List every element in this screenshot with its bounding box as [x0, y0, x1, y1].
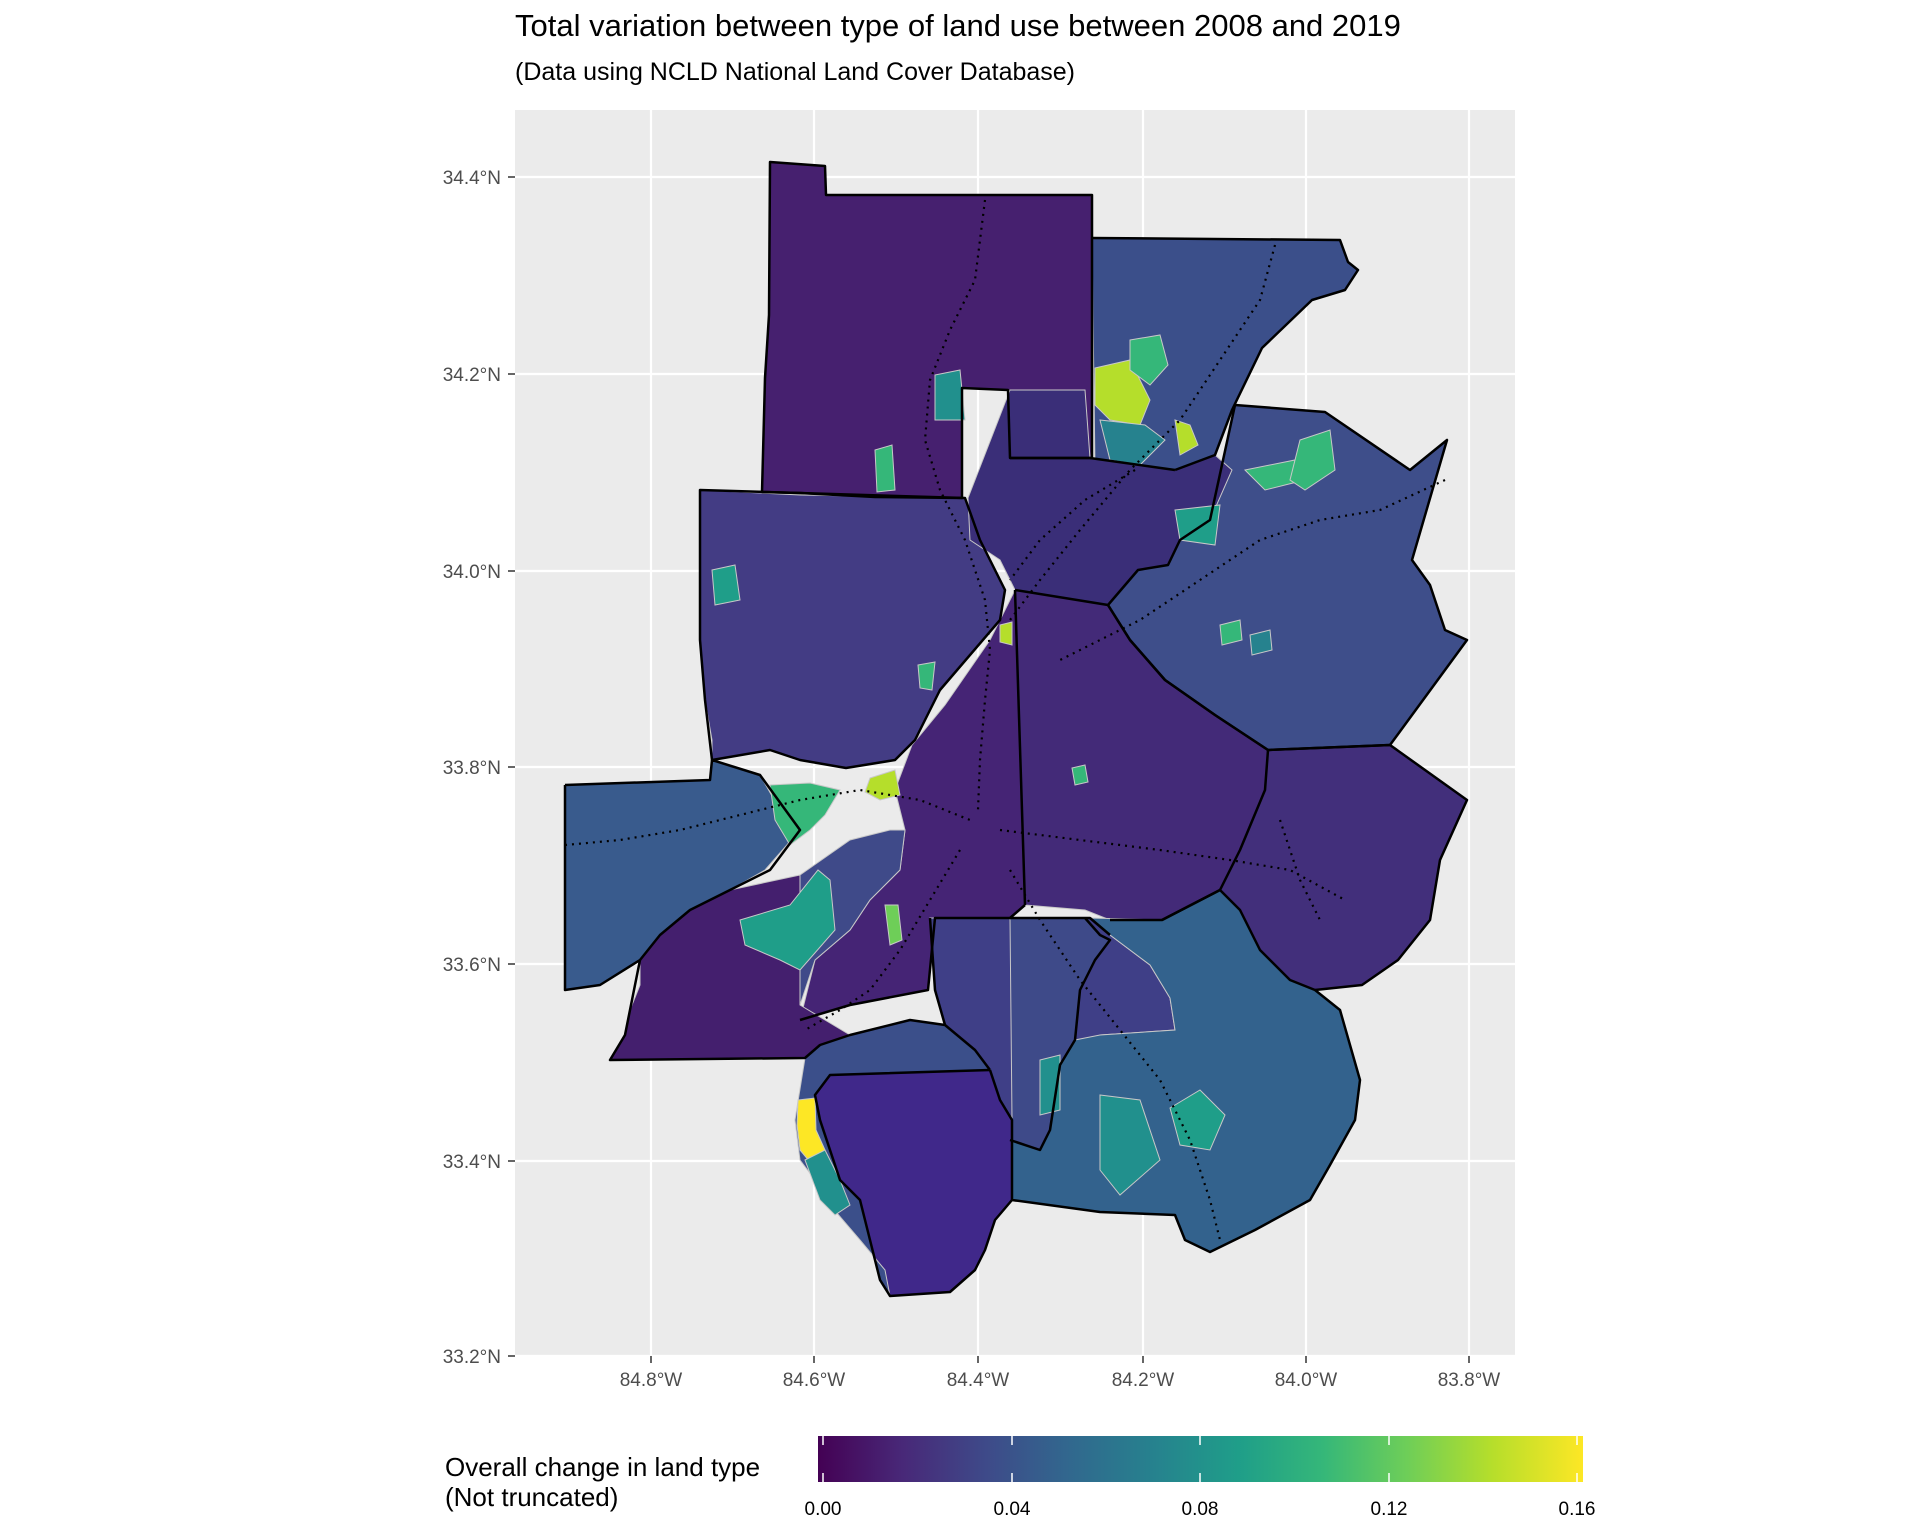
- tract-green-north-2: [1129, 334, 1169, 386]
- chart-title: Total variation between type of land use…: [515, 8, 1401, 43]
- legend-tick-label: 0.16: [1559, 1499, 1596, 1520]
- boundary-henry: [988, 888, 1362, 1254]
- tract-teal-southwest: [804, 1149, 851, 1216]
- lat-axis-labels: 33.2°N 33.4°N 33.6°N 33.8°N 34.0°N 34.2°…: [443, 168, 501, 1368]
- tract-teal-henry-2: [1099, 1094, 1161, 1196]
- tract-teal-cobb-west: [711, 564, 741, 606]
- legend-ticks: [822, 1436, 1578, 1482]
- legend-title-line1: Overall change in land type: [445, 1452, 760, 1482]
- tract-green-forsyth-east: [1289, 429, 1336, 491]
- boundary-douglas: [563, 758, 802, 992]
- highway-us78: [1059, 479, 1446, 661]
- highway-i20-east: [999, 828, 1346, 901]
- boundary-fayette: [928, 916, 1111, 1026]
- boundary-cobb: [698, 488, 1007, 770]
- legend-tick-label: 0.00: [805, 1499, 842, 1520]
- legend-tick-label: 0.08: [1182, 1499, 1219, 1520]
- highway-i75-north: [923, 199, 992, 811]
- highway-ga400: [1009, 469, 1136, 581]
- lon-label: 84.8°W: [620, 1370, 683, 1391]
- boundary-fulton-north: [1010, 456, 1176, 607]
- tract-lime-north: [1174, 419, 1199, 456]
- boundary-forsyth: [1091, 236, 1360, 472]
- tract-teal-cherokee-2: [874, 444, 896, 493]
- tract-teal-north: [1099, 419, 1166, 466]
- lat-label: 33.4°N: [443, 1152, 501, 1173]
- highway-i85-south: [804, 849, 961, 1031]
- lat-label: 34.2°N: [443, 365, 501, 386]
- legend-title-line2: (Not truncated): [445, 1482, 618, 1512]
- lon-label: 83.8°W: [1438, 1370, 1501, 1391]
- boundary-fulton-sw: [608, 959, 991, 1071]
- tract-green-south: [884, 904, 903, 946]
- tract-teal-southwest-2: [739, 869, 836, 971]
- highway-lines: [564, 199, 1446, 1241]
- lat-label: 33.2°N: [443, 1347, 501, 1368]
- highway-i20-west: [564, 788, 971, 847]
- tract-teal-cherokee: [934, 369, 966, 421]
- lon-label: 84.4°W: [947, 1370, 1010, 1391]
- lat-label: 34.0°N: [443, 562, 501, 583]
- boundary-clayton: [1009, 917, 1112, 1152]
- region-fulton-south: [799, 829, 906, 1006]
- boundary-spalding: [813, 1068, 1013, 1298]
- highway-i75-south: [1009, 869, 1222, 1241]
- county-boundaries: [563, 160, 1469, 1298]
- tract-lime-central: [999, 621, 1013, 646]
- lon-label: 84.6°W: [783, 1370, 846, 1391]
- boundary-cherokee: [760, 160, 1094, 500]
- boundary-rockdale: [1267, 743, 1469, 992]
- tract-green-west: [769, 782, 841, 846]
- highlight-tracts: [711, 334, 1336, 1216]
- tract-teal-henry: [1169, 1089, 1226, 1151]
- tract-lime-west: [864, 769, 901, 801]
- tract-teal-gwinnett: [1219, 619, 1243, 646]
- legend-tick-label: 0.12: [1371, 1499, 1408, 1520]
- tract-green-dekalb: [1071, 764, 1089, 786]
- legend-tick-label: 0.04: [994, 1499, 1031, 1520]
- lon-label: 84.2°W: [1112, 1370, 1175, 1391]
- chart-subtitle: (Data using NCLD National Land Cover Dat…: [515, 58, 1076, 86]
- lon-label: 84.0°W: [1275, 1370, 1338, 1391]
- tract-green-cobb: [917, 661, 936, 691]
- lat-label: 34.4°N: [443, 168, 501, 189]
- highway-i675: [1278, 819, 1321, 921]
- lat-label: 33.6°N: [443, 955, 501, 976]
- lon-axis-labels: 84.8°W 84.6°W 84.4°W 84.2°W 84.0°W 83.8°…: [620, 1370, 1501, 1391]
- tract-teal-gwinnett-2: [1249, 629, 1273, 656]
- axis-ticks: [508, 176, 1470, 1363]
- color-legend: Overall change in land type (Not truncat…: [445, 1436, 1595, 1520]
- lat-label: 33.8°N: [443, 758, 501, 779]
